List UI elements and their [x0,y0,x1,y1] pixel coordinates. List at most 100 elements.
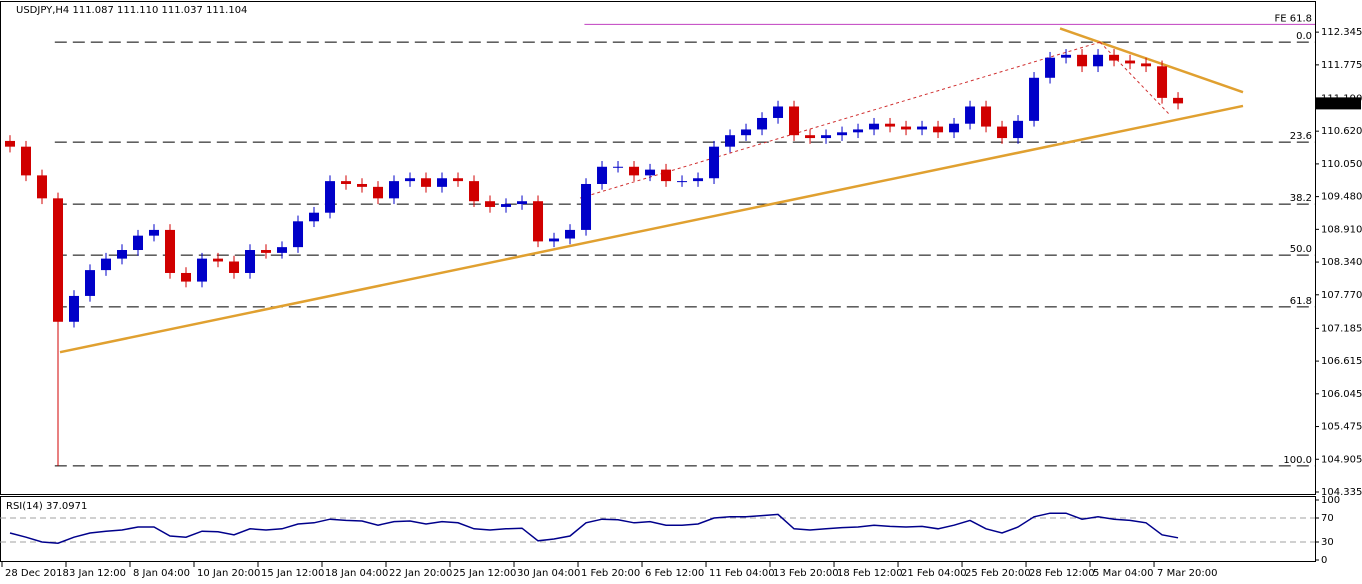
candle-body [789,106,800,136]
candle-body [1141,63,1152,67]
candle-body [21,146,32,176]
candle-body [885,123,896,127]
fib-label: 61.8 [1290,296,1312,307]
y-tick-label: 106.045 [1321,389,1362,400]
y-tick-label: 110.620 [1321,126,1362,137]
candle-body [117,250,128,259]
candle-body [229,261,240,273]
main-panel [0,1,1316,495]
x-tick-label: 28 Feb 12:00 [1029,568,1095,579]
candle-body [613,166,624,168]
candle-body [341,181,352,184]
y-tick-label: 108.910 [1321,224,1362,235]
candle-body [581,183,592,230]
trend-line [1099,41,1171,116]
candle-body [469,181,480,202]
candle-body [1029,77,1040,121]
x-tick-label: 3 Jan 12:00 [69,568,126,579]
trend-line [1059,27,1244,94]
candle-body [677,181,688,183]
candle-body [725,135,736,147]
candle-body [773,106,784,118]
x-tick-label: 25 Feb 20:00 [965,568,1031,579]
candle-body [517,201,528,205]
candle-body [1109,54,1120,61]
candle-body [53,198,64,322]
y-tick-label: 105.475 [1321,422,1362,433]
rsi-panel [0,496,1316,562]
y-tick-label: 108.340 [1321,257,1362,268]
x-tick-label: 15 Jan 12:00 [261,568,324,579]
y-tick-label: 110.050 [1321,159,1362,170]
candle-body [293,221,304,248]
rsi-line [9,512,1179,544]
x-tick-label: 21 Feb 04:00 [901,568,967,579]
candle-body [549,238,560,242]
y-tick-label: 107.770 [1321,290,1362,301]
candle-body [741,129,752,136]
fib-label: 0.0 [1296,31,1312,42]
x-tick-label: 10 Jan 20:00 [197,568,260,579]
rsi-title: RSI(14) 37.0971 [6,501,87,512]
candle-body [405,178,416,182]
x-tick-label: 18 Jan 04:00 [325,568,388,579]
candle-body [373,186,384,199]
y-tick-label: 112.345 [1321,27,1362,38]
candle-body [533,201,544,242]
trend-line [579,41,1101,199]
candle-body [421,178,432,187]
candle-body [821,135,832,139]
y-tick-label: 70 [1321,513,1334,524]
x-tick-label: 1 Feb 20:00 [581,568,640,579]
y-tick-label: 0 [1321,555,1327,566]
candle-body [597,166,608,184]
candle-body [949,123,960,133]
x-tick-label: 22 Jan 20:00 [389,568,452,579]
y-tick-label: 100 [1321,495,1340,506]
price-tag-bg [1316,97,1361,110]
candle-body [981,106,992,127]
fib-label: FE 61.8 [1274,13,1312,24]
candle-body [869,123,880,130]
y-tick-label: 106.615 [1321,356,1362,367]
x-tick-label: 7 Mar 20:00 [1157,568,1217,579]
candle-body [213,258,224,262]
y-tick-label: 109.480 [1321,192,1362,203]
candle-body [485,201,496,207]
trend-line [59,104,1244,354]
candle-body [1093,54,1104,67]
y-tick-label: 104.335 [1321,487,1362,498]
candle-body [853,129,864,133]
price-tag: 111.104 [1320,98,1361,109]
candle-body [1125,60,1136,64]
candle-body [661,169,672,182]
fib-label: 23.6 [1290,131,1312,142]
chart-title: USDJPY,H4 111.087 111.110 111.037 111.10… [16,5,247,16]
x-tick-label: 13 Feb 20:00 [773,568,839,579]
candle-body [389,181,400,199]
candle-body [69,295,80,322]
y-tick-label: 111.775 [1321,60,1362,71]
candle-body [805,135,816,139]
candle-body [997,126,1008,139]
candle-body [261,250,272,253]
candle-body [693,178,704,182]
candle-body [181,272,192,282]
x-tick-label: 6 Feb 12:00 [645,568,704,579]
candle-body [1013,120,1024,139]
y-tick-label: 30 [1321,537,1334,548]
candle-body [1077,54,1088,67]
candle-body [1173,97,1184,104]
x-tick-label: 25 Jan 12:00 [453,568,516,579]
candle-body [629,166,640,176]
candle-body [165,229,176,273]
candle-body [965,106,976,124]
candle-body [645,169,656,176]
candle-body [709,146,720,179]
candle-body [1157,66,1168,98]
candle-body [837,132,848,136]
candle-body [901,126,912,130]
candle-body [933,126,944,133]
candle-body [101,258,112,271]
